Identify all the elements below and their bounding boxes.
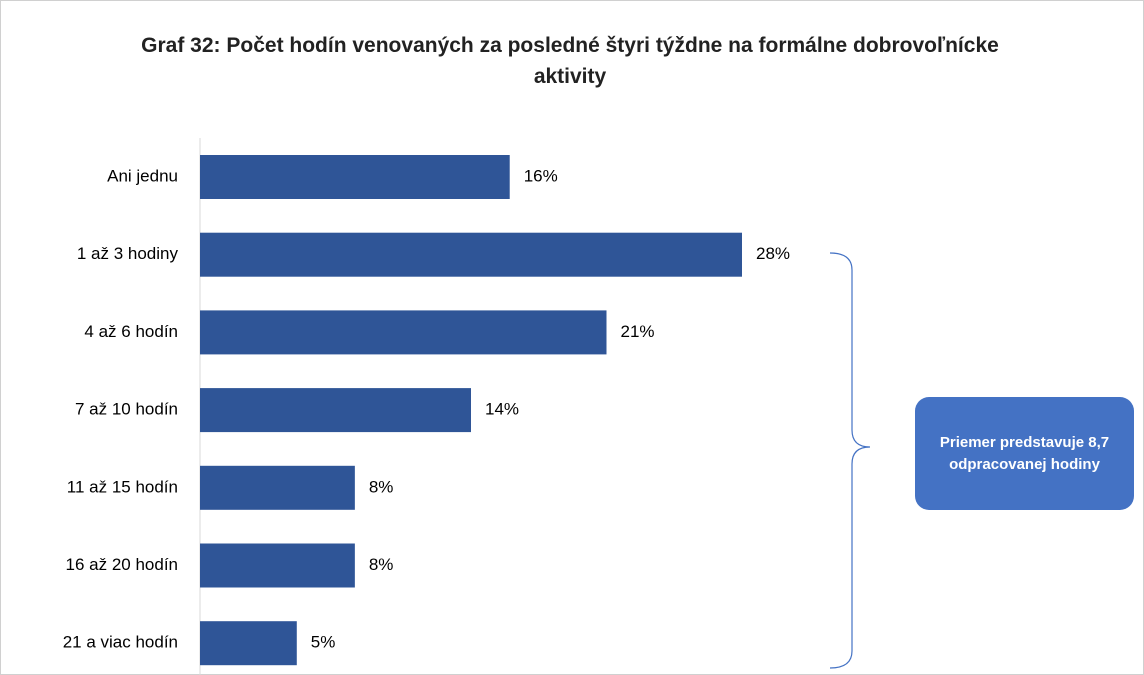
category-label: 7 až 10 hodín xyxy=(75,400,178,419)
value-label: 8% xyxy=(369,555,394,574)
value-label: 14% xyxy=(485,400,519,419)
category-label: 11 až 15 hodín xyxy=(67,477,178,496)
bar xyxy=(200,155,510,199)
value-label: 16% xyxy=(524,166,558,185)
annotation: Priemer predstavuje 8,7 odpracovanej hod… xyxy=(915,397,1134,510)
chart-title: Graf 32: Počet hodín venovaných za posle… xyxy=(141,34,999,88)
bracket xyxy=(829,252,871,669)
value-label: 8% xyxy=(369,477,394,496)
value-label: 5% xyxy=(311,633,336,652)
category-label: 16 až 20 hodín xyxy=(66,555,178,574)
value-label: 28% xyxy=(756,244,790,263)
bar xyxy=(200,543,355,588)
bar xyxy=(200,232,742,277)
bar xyxy=(200,388,471,433)
value-label: 21% xyxy=(621,322,655,341)
bar xyxy=(200,465,355,510)
category-label: 21 a viac hodín xyxy=(63,633,178,652)
category-label: Ani jednu xyxy=(107,166,178,185)
bar xyxy=(200,310,607,355)
category-label: 1 až 3 hodiny xyxy=(77,244,179,263)
category-label: 4 až 6 hodín xyxy=(84,322,178,341)
bar xyxy=(200,621,297,666)
